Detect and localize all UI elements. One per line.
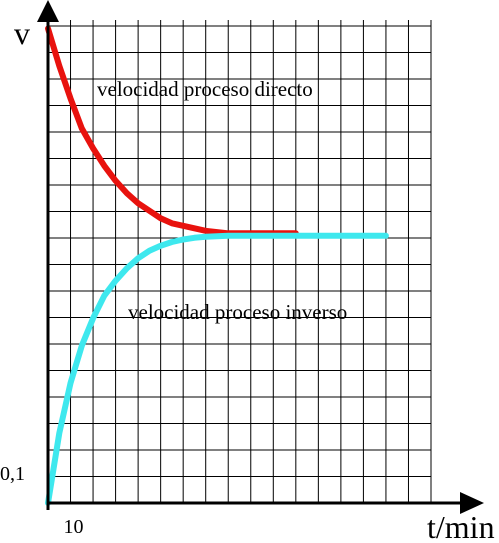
series-layer [45, 25, 389, 506]
grid [48, 20, 432, 503]
x-axis-label: t/min [427, 509, 495, 543]
series-line-inverse [45, 232, 389, 506]
x-axis-arrowhead [460, 492, 484, 514]
y-axis-label: v [14, 15, 30, 51]
annotation-inverse: velocidad proceso inverso [128, 300, 347, 324]
y-axis-arrowhead [37, 0, 59, 22]
axes [37, 0, 484, 514]
annotations: velocidad proceso directo velocidad proce… [97, 77, 347, 324]
annotation-direct: velocidad proceso directo [97, 77, 313, 101]
x-tick-label: 10 [64, 516, 84, 538]
y-tick-label: 0,1 [0, 463, 25, 485]
series-line-direct [45, 25, 299, 237]
tick-labels: 100,1 [0, 463, 84, 538]
